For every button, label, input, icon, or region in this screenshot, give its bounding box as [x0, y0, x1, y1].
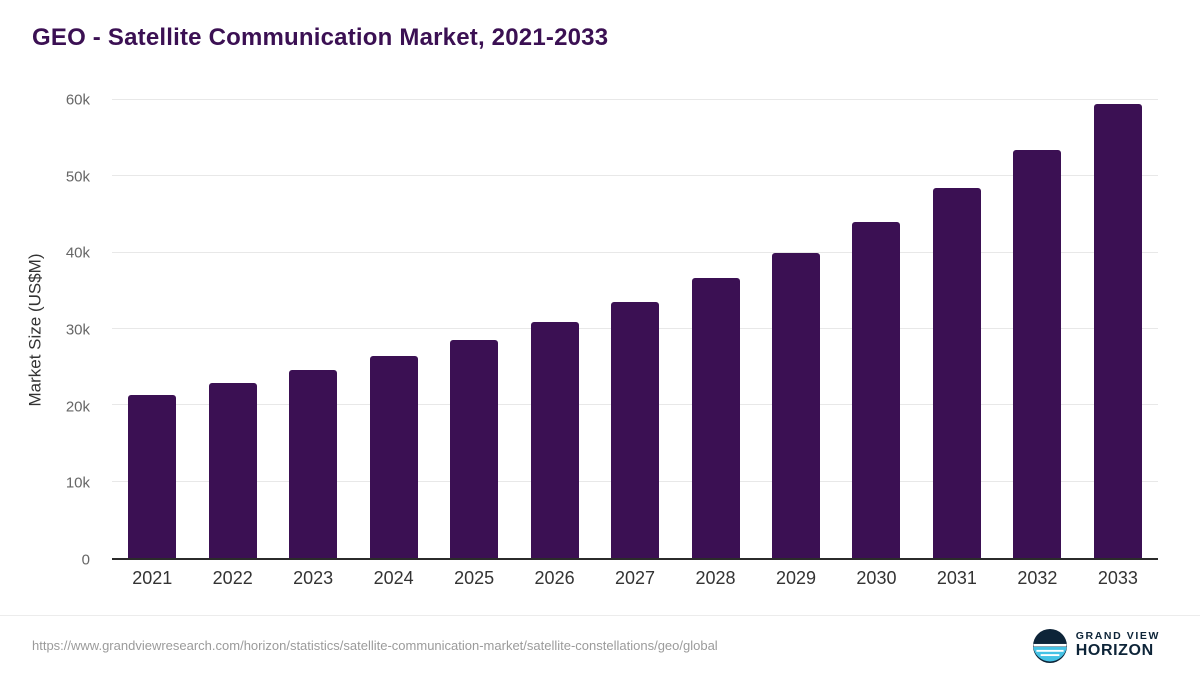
- bar-2029: [771, 252, 820, 558]
- plot-area: [112, 99, 1158, 560]
- bars: [112, 100, 1158, 558]
- x-tick-label: 2026: [534, 568, 575, 588]
- bar-column-2027: [595, 100, 675, 558]
- x-tick-label: 2021: [132, 568, 173, 588]
- logo-text-bottom: HORIZON: [1075, 642, 1154, 660]
- bar-column-2023: [273, 100, 353, 558]
- y-tick-label: 30k: [65, 321, 90, 339]
- y-tick-label: 50k: [65, 168, 90, 186]
- bar-column-2021: [112, 100, 192, 558]
- bar-2028: [691, 277, 740, 558]
- chart-title: GEO - Satellite Communication Market, 20…: [32, 24, 609, 51]
- bar-column-2022: [192, 100, 272, 558]
- x-tick-label: 2027: [615, 568, 656, 588]
- bar-2021: [128, 394, 177, 558]
- gridline: [112, 175, 1158, 177]
- source-url: https://www.grandviewresearch.com/horizo…: [32, 638, 718, 653]
- bar-column-2029: [756, 100, 836, 558]
- bar-column-2031: [917, 100, 997, 558]
- bar-2027: [611, 301, 660, 558]
- y-tick-label: 10k: [65, 474, 90, 492]
- y-tick-label: 40k: [65, 244, 90, 262]
- bar-column-2030: [836, 100, 916, 558]
- bar-2024: [369, 355, 418, 558]
- bar-2025: [450, 340, 499, 558]
- x-tick-label: 2030: [856, 568, 897, 588]
- bar-column-2026: [514, 100, 594, 558]
- x-tick-label: 2029: [775, 568, 816, 588]
- bar-column-2028: [675, 100, 755, 558]
- logo-text: GRAND VIEW HORIZON: [1076, 630, 1160, 660]
- x-tick-label: 2033: [1097, 568, 1138, 588]
- bar-column-2025: [434, 100, 514, 558]
- y-tick-label: 60k: [65, 91, 90, 109]
- bar-column-2032: [997, 100, 1077, 558]
- x-tick-label: 2032: [1017, 568, 1058, 588]
- bar-column-2024: [353, 100, 433, 558]
- bar-2022: [208, 383, 257, 558]
- y-tick-label: 20k: [65, 398, 90, 416]
- x-tick-label: 2023: [293, 568, 334, 588]
- x-tick-label: 2022: [212, 568, 253, 588]
- bar-column-2033: [1078, 100, 1158, 558]
- gridline: [112, 251, 1158, 253]
- footer: https://www.grandviewresearch.com/horizo…: [0, 615, 1200, 675]
- x-tick-label: 2028: [695, 568, 736, 588]
- logo-text-top: GRAND VIEW: [1075, 630, 1160, 643]
- horizon-logo-icon: [1032, 628, 1067, 663]
- x-tick-label: 2024: [373, 568, 414, 588]
- bar-2033: [1093, 103, 1142, 558]
- bar-2032: [1013, 149, 1062, 558]
- gridline: [112, 99, 1158, 100]
- bar-2026: [530, 322, 579, 558]
- bar-2023: [289, 370, 338, 558]
- bar-2031: [932, 187, 981, 558]
- x-tick-label: 2031: [936, 568, 977, 588]
- grand-view-horizon-logo: GRAND VIEW HORIZON: [1032, 628, 1160, 663]
- y-axis-ticks: 0 10k 20k 30k 40k 50k 60k: [0, 92, 104, 569]
- y-tick-label: 0: [81, 551, 90, 569]
- x-axis-labels: 2021 2022 2023 2024 2025 2026 2027 2028 2029 2030…: [112, 568, 1158, 589]
- bar-2030: [852, 222, 901, 558]
- x-tick-label: 2025: [454, 568, 495, 588]
